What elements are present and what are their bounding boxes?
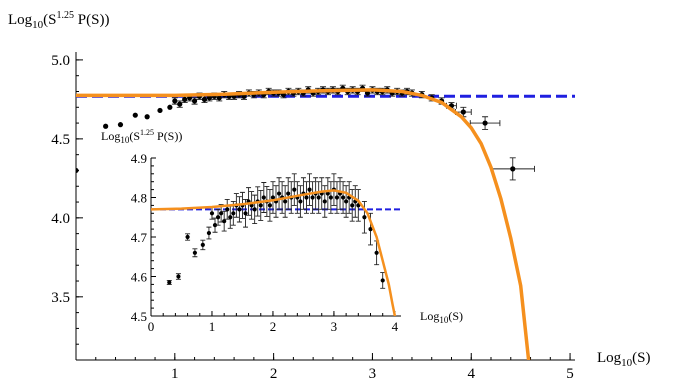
main-plot: 1 2 3 4 5 3.5 4.0 4.5 5.0 Log10(S1.25 P(S)) Log10(…: [8, 10, 651, 382]
inset-y-axis-label: Log10(S1.25 P(S)): [101, 128, 182, 145]
inset-data-point: [328, 195, 333, 200]
inset-x-axis-label: Log10(S): [420, 309, 463, 325]
inset-data-point: [243, 211, 248, 216]
inset-data-point: [304, 195, 309, 200]
inset-data-point: [362, 215, 367, 220]
main-x-tick-label: 1: [171, 366, 179, 382]
inset-data-point: [252, 207, 257, 212]
main-x-axis-label: Log10(S): [597, 350, 651, 369]
inset-plot-area: [151, 173, 401, 316]
inset-data-point: [228, 215, 233, 220]
main-data-point: [177, 101, 183, 107]
main-data-point: [103, 123, 109, 129]
inset-y-tick-label: 4.8: [131, 191, 147, 206]
inset-data-point: [350, 203, 355, 208]
inset-data-point: [192, 250, 198, 255]
inset-data-point: [222, 219, 227, 224]
main-data-point: [182, 96, 188, 102]
inset-data-point: [261, 195, 266, 200]
main-x-tick-label: 5: [566, 366, 574, 382]
inset-data-point: [167, 280, 172, 285]
inset-data-point: [185, 234, 190, 240]
main-y-tick-label: 3.5: [51, 290, 70, 306]
inset-plot: 0 1 2 3 4 4.5 4.6 4.7 4.8 4.9 Log10(S1.25 P(S)) Log…: [101, 128, 463, 334]
main-y-tick-label: 4.0: [51, 211, 70, 227]
inset-data-point: [307, 187, 312, 192]
inset-data-point: [310, 195, 315, 200]
inset-x-tick-label: 3: [331, 319, 338, 334]
main-y-axis-label: Log10(S1.25 P(S)): [8, 10, 109, 31]
inset-data-point: [219, 211, 224, 216]
main-y-tick-label: 4.5: [51, 132, 70, 148]
inset-background: [151, 158, 401, 316]
inset-x-tick-label: 0: [148, 319, 155, 334]
inset-y-tick-label: 4.5: [131, 309, 147, 324]
inset-y-tick-label: 4.6: [131, 270, 148, 285]
inset-data-point: [176, 274, 181, 279]
inset-data-point: [356, 203, 361, 208]
main-data-point: [132, 112, 138, 118]
inset-y-tick-label: 4.9: [131, 151, 147, 166]
main-data-point: [201, 96, 208, 102]
inset-data-point: [270, 195, 276, 200]
main-fit-curve: [76, 88, 531, 360]
inset-data-point: [212, 223, 218, 228]
main-data-point: [216, 95, 222, 101]
main-data-point: [482, 120, 488, 126]
main-data-point: [206, 95, 212, 101]
inset-data-point: [340, 195, 346, 200]
main-x-tick-label: 2: [270, 366, 278, 382]
inset-data-point: [215, 215, 221, 220]
inset-data-point: [322, 199, 327, 204]
main-data-point: [157, 107, 163, 114]
inset-y-tick-label: 4.7: [131, 230, 148, 245]
inset-data-point: [267, 203, 273, 208]
inset-data-point: [276, 191, 282, 196]
inset-data-point: [344, 199, 349, 204]
main-data-point: [364, 90, 371, 96]
inset-data-point: [286, 191, 291, 196]
inset-x-tick-label: 1: [209, 319, 216, 334]
main-data-point: [144, 114, 150, 120]
inset-data-point: [225, 207, 230, 212]
inset-fit-curve: [151, 189, 397, 316]
main-plot-area: [76, 84, 575, 360]
main-data-point: [172, 98, 178, 104]
main-data-point: [191, 98, 198, 104]
inset-data-point: [258, 203, 263, 208]
inset-data-point: [283, 199, 288, 204]
main-x-tick-label: 4: [467, 366, 475, 382]
inset-data-point: [368, 227, 373, 232]
inset-data-point: [316, 195, 321, 200]
main-y-tick-label: 5.0: [51, 53, 70, 69]
inset-data-point: [200, 242, 205, 247]
inset-data-point: [292, 187, 297, 192]
main-data-point: [76, 167, 79, 174]
main-data-point: [167, 104, 173, 110]
inset-data-point: [206, 230, 212, 236]
inset-data-point: [209, 211, 215, 216]
inset-data-point: [334, 195, 340, 200]
inset-data-point: [237, 207, 242, 212]
inset-data-point: [298, 199, 303, 204]
main-data-point: [117, 122, 124, 128]
main-data-point: [510, 166, 516, 172]
inset-data-point: [231, 211, 236, 216]
inset-data-point: [374, 250, 379, 255]
inset-data-point: [380, 278, 385, 283]
inset-x-tick-label: 4: [392, 319, 399, 334]
main-x-tick-label: 3: [369, 366, 377, 382]
main-data-point: [460, 109, 466, 115]
inset-x-tick-label: 2: [270, 319, 277, 334]
inset-data-point: [325, 191, 330, 196]
